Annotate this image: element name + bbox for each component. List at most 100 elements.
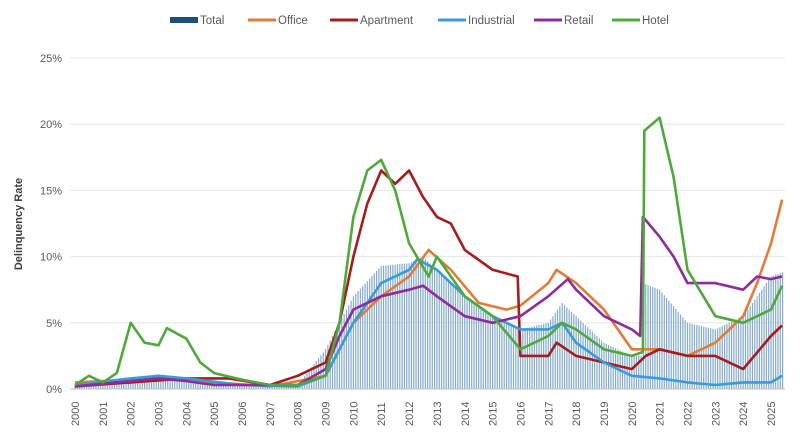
total-bar — [654, 287, 656, 389]
total-bar — [424, 258, 426, 389]
total-bar — [656, 288, 658, 389]
total-bar — [176, 378, 178, 389]
total-bar — [698, 325, 700, 389]
total-bar — [464, 296, 466, 389]
total-bar — [679, 314, 682, 389]
total-bar — [454, 287, 457, 389]
total-bar — [408, 263, 410, 389]
x-tick-label: 2000 — [70, 402, 82, 426]
total-bar — [461, 294, 464, 389]
total-bar — [341, 318, 343, 389]
total-bar — [366, 281, 368, 389]
total-bar — [475, 304, 477, 389]
legend-label: Retail — [564, 15, 593, 27]
total-bar — [770, 276, 772, 389]
total-bar — [104, 382, 106, 389]
total-bar — [99, 383, 102, 389]
legend-item-hotel: Hotel — [612, 15, 669, 27]
total-bar — [160, 379, 162, 389]
total-bar — [95, 383, 97, 389]
total-bar — [113, 382, 116, 389]
total-bar — [167, 379, 169, 389]
legend-label: Hotel — [642, 15, 669, 27]
total-bar — [740, 317, 742, 389]
total-bar — [406, 263, 408, 389]
x-tick-label: 2017 — [543, 402, 555, 426]
total-bar — [164, 379, 167, 389]
total-bar — [751, 302, 754, 389]
total-bar — [359, 288, 361, 389]
total-bar — [568, 309, 570, 389]
total-bar — [97, 383, 99, 389]
total-bar — [721, 326, 723, 389]
x-tick-label: 2012 — [404, 402, 416, 426]
total-bar — [601, 340, 603, 389]
total-bar — [526, 327, 528, 389]
total-bar — [74, 385, 76, 389]
total-bar — [733, 320, 735, 389]
total-bar — [141, 380, 143, 389]
total-bar — [482, 309, 484, 389]
x-tick-label: 2003 — [154, 402, 166, 426]
total-bar — [744, 312, 747, 389]
total-bar — [529, 327, 531, 389]
total-bar — [505, 322, 508, 389]
total-bar — [413, 261, 415, 389]
total-bar — [605, 343, 607, 389]
total-bar — [508, 323, 510, 389]
total-bar — [670, 303, 672, 389]
total-bar — [552, 316, 554, 389]
total-bar — [496, 318, 498, 389]
total-bar — [638, 355, 640, 389]
total-bar — [580, 320, 582, 389]
total-bar — [199, 379, 201, 389]
legend-item-apartment: Apartment — [330, 15, 414, 27]
total-bar — [431, 265, 433, 389]
retail-line — [74, 215, 783, 388]
total-bar — [137, 380, 139, 389]
total-bar — [338, 322, 341, 389]
legend: Total Office Apartment Industrial Retail Hote… — [170, 15, 669, 27]
total-bar — [153, 379, 155, 389]
total-bar — [125, 381, 127, 389]
total-bar — [663, 295, 665, 389]
total-bar — [130, 381, 132, 389]
legend-item-total: Total — [170, 15, 224, 27]
total-bar — [703, 326, 705, 389]
total-bar — [480, 307, 482, 389]
hotel-line — [74, 116, 784, 387]
total-bar — [457, 289, 459, 389]
legend-swatch — [170, 17, 198, 23]
total-bar — [661, 292, 663, 389]
y-tick-label: 0% — [46, 384, 62, 396]
x-tick-label: 2004 — [181, 402, 193, 426]
total-bar — [373, 273, 375, 389]
total-bar — [150, 380, 153, 389]
total-bar — [127, 381, 129, 389]
total-bar — [471, 301, 473, 389]
total-bar — [728, 322, 730, 389]
total-bar — [197, 379, 199, 389]
total-bar — [478, 306, 480, 389]
total-bar — [399, 264, 401, 389]
total-bar — [575, 316, 577, 389]
total-bar — [401, 263, 403, 389]
total-bar — [761, 289, 763, 389]
total-bar — [610, 345, 612, 389]
total-bar — [749, 306, 751, 389]
x-tick-label: 2009 — [321, 402, 333, 426]
total-bar — [779, 273, 781, 389]
total-bar — [659, 289, 661, 389]
total-bar — [357, 291, 359, 389]
x-tick-label: 2011 — [376, 402, 388, 426]
total-bar — [123, 381, 125, 389]
total-bar — [417, 258, 419, 389]
total-bar — [382, 265, 385, 389]
total-bar — [116, 382, 118, 389]
x-tick-label: 2025 — [766, 402, 778, 426]
x-tick-label: 2016 — [515, 402, 527, 426]
total-bar — [631, 355, 633, 389]
total-bar — [348, 305, 350, 389]
y-axis-ticks: 0% 5% 10% 15% 20% 25% — [40, 53, 62, 396]
total-bar — [171, 379, 174, 389]
